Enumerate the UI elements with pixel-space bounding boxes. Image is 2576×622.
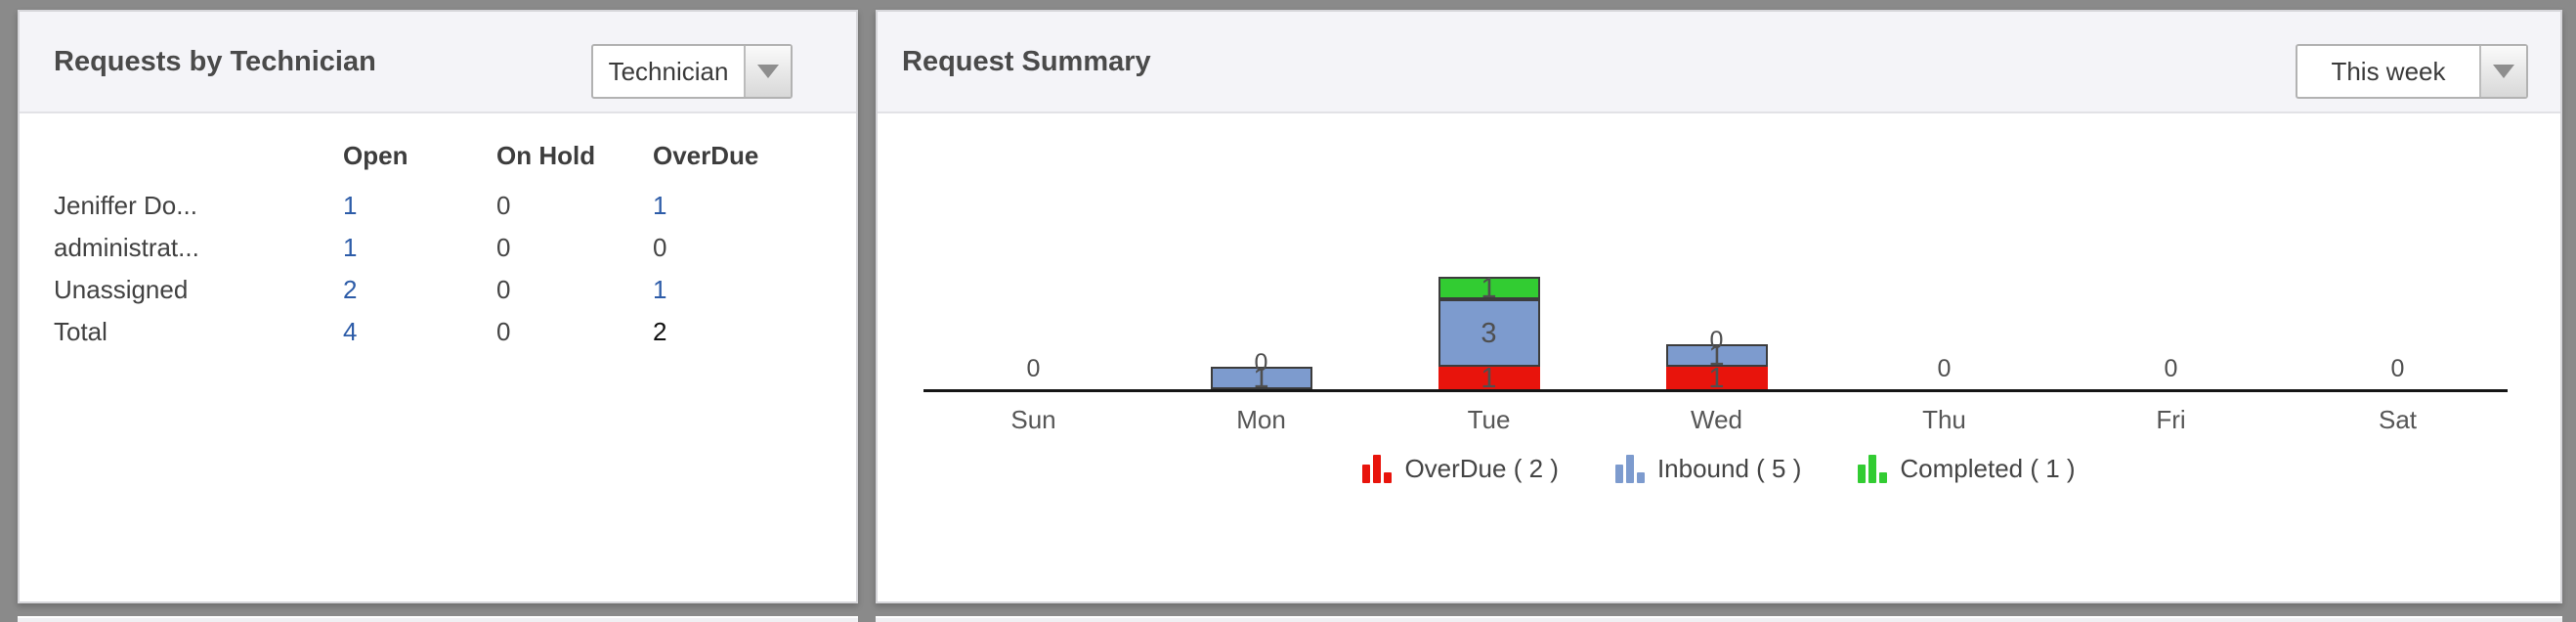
zero-value-label: 0 (1254, 349, 1268, 377)
count-value: 0 (496, 275, 511, 304)
count-link[interactable]: 1 (343, 233, 358, 262)
next-panel-edge (876, 616, 2562, 622)
technician-name: Unassigned (54, 275, 189, 304)
technician-name: Jeniffer Do... (54, 191, 197, 220)
bar-segment-inbound[interactable]: 1 (1665, 341, 1768, 370)
count-link[interactable]: 2 (343, 275, 358, 304)
axis-label-tue: Tue (1467, 405, 1511, 434)
count-value: 0 (653, 233, 667, 262)
count-link[interactable]: 1 (653, 275, 667, 304)
table-row: Jeniffer Do... 1 0 1 (54, 185, 790, 227)
table-row: Total 4 0 2 (54, 311, 790, 353)
mini-bar-chart-icon (1362, 455, 1393, 483)
legend-label: Completed ( 1 ) (1900, 454, 2076, 483)
count-value: 0 (496, 233, 511, 262)
zero-value-label: 0 (1937, 355, 1952, 382)
mini-bar-chart-icon (1614, 455, 1645, 483)
count-value: 0 (496, 317, 511, 346)
header-on-hold: On Hold (496, 141, 596, 170)
period-dropdown[interactable]: This week (2296, 44, 2528, 99)
header-name (54, 141, 343, 185)
chevron-down-icon[interactable] (2479, 46, 2526, 97)
technician-dropdown-value: Technician (608, 56, 729, 86)
axis-label-wed: Wed (1691, 405, 1742, 434)
bar-segment-overdue[interactable]: 1 (1665, 364, 1768, 392)
technician-name: Total (54, 317, 107, 346)
legend-item-inbound[interactable]: Inbound ( 5 ) (1614, 454, 1802, 484)
technician-table-body: Jeniffer Do... 1 0 1 administrat... 1 0 0 Unassi… (54, 185, 790, 353)
chevron-down-icon[interactable] (744, 46, 791, 97)
axis-label-sun: Sun (1010, 405, 1056, 434)
legend-item-completed[interactable]: Completed ( 1 ) (1858, 454, 2076, 484)
zero-value-label: 0 (1026, 355, 1041, 382)
axis-label-mon: Mon (1236, 405, 1286, 434)
panel-title: Request Summary (902, 46, 1151, 77)
legend-label: OverDue ( 2 ) (1404, 454, 1559, 483)
count-value: 2 (653, 317, 667, 346)
count-link[interactable]: 4 (343, 317, 358, 346)
mini-bar-chart-icon (1858, 455, 1888, 483)
zero-value-label: 0 (2390, 355, 2405, 382)
period-dropdown-value: This week (2331, 56, 2446, 86)
table-row: administrat... 1 0 0 (54, 227, 790, 269)
zero-value-label: 0 (1709, 327, 1724, 354)
header-open: Open (343, 141, 408, 170)
technician-dropdown[interactable]: Technician (591, 44, 793, 99)
requests-by-technician-panel: Requests by Technician Technician Open O… (18, 10, 858, 603)
x-axis (923, 389, 2508, 392)
technician-name: administrat... (54, 233, 199, 262)
zero-value-label: 0 (2164, 355, 2178, 382)
count-link[interactable]: 1 (343, 191, 358, 220)
count-value: 0 (496, 191, 511, 220)
panel-header: Requests by Technician Technician (20, 12, 856, 113)
legend-label: Inbound ( 5 ) (1656, 454, 1802, 483)
axis-label-fri: Fri (2156, 405, 2186, 434)
axis-label-sat: Sat (2378, 405, 2418, 434)
header-overdue: OverDue (653, 141, 759, 170)
next-panel-edge (18, 616, 858, 622)
bar-segment-completed[interactable]: 1 (1438, 274, 1540, 302)
panel-title: Requests by Technician (54, 46, 376, 77)
bar-segment-inbound[interactable]: 1 (1210, 364, 1312, 392)
axis-label-thu: Thu (1922, 405, 1966, 434)
count-link[interactable]: 1 (653, 191, 667, 220)
table-header-row: Open On Hold OverDue (54, 141, 790, 185)
chart-legend: OverDue ( 2 ) Inbound ( 5 ) Completed ( 1 … (878, 454, 2560, 484)
technician-table: Open On Hold OverDue Jeniffer Do... 1 0 1 ad… (54, 141, 790, 353)
bar-segment-overdue[interactable]: 1 (1438, 364, 1540, 392)
table-row: Unassigned 2 0 1 (54, 269, 790, 311)
panel-header: Request Summary This week (878, 12, 2560, 113)
legend-item-overdue[interactable]: OverDue ( 2 ) (1362, 454, 1559, 484)
bar-segment-inbound[interactable]: 3 (1438, 299, 1540, 367)
